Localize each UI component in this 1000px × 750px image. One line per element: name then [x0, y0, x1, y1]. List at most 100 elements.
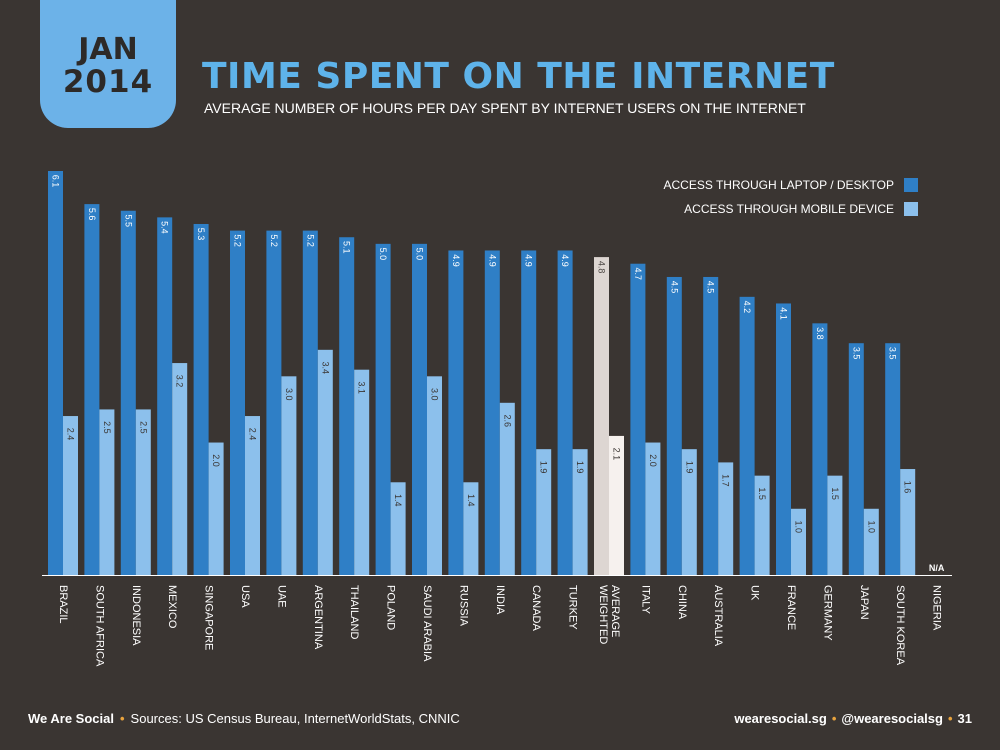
category-label-south-africa: SOUTH AFRICA — [93, 585, 105, 667]
bar-desktop-indonesia — [120, 210, 136, 575]
category-label-text-italy: ITALY — [639, 585, 651, 615]
category-label-text-russia: RUSSIA — [457, 585, 469, 627]
category-label-text-turkey: TURKEY — [567, 585, 579, 630]
bar-desktop-south-korea — [885, 343, 901, 575]
category-label-saudi-arabia: SAUDI ARABIA — [421, 585, 433, 662]
category-label-singapore: SINGAPORE — [203, 585, 215, 650]
category-label-china: CHINA — [676, 585, 688, 620]
bar-desktop-canada — [521, 250, 537, 575]
footer-separator-dot: • — [947, 711, 953, 726]
legend-swatch-mobile — [904, 201, 918, 216]
value-label-desktop-singapore: 5.3 — [196, 228, 206, 241]
bar-mobile-uk — [754, 475, 770, 575]
category-label-australia: AUSTRALIA — [712, 585, 724, 647]
value-label-mobile-usa: 2.4 — [248, 428, 258, 441]
bar-mobile-canada — [536, 449, 552, 575]
value-label-desktop-south-africa: 5.6 — [87, 208, 97, 221]
footer-sources: Sources: US Census Bureau, InternetWorld… — [130, 711, 460, 726]
category-label-uae: UAE — [275, 585, 287, 608]
category-label-argentina: ARGENTINA — [312, 585, 324, 650]
value-label-mobile-poland: 1.4 — [393, 494, 403, 507]
bar-desktop-south-africa — [84, 204, 100, 576]
category-label-mexico: MEXICO — [166, 585, 178, 629]
value-label-desktop-saudi-arabia: 5.0 — [415, 248, 425, 261]
legend-label-desktop: ACCESS THROUGH LAPTOP / DESKTOP — [663, 177, 894, 192]
category-label-text-japan: JAPAN — [858, 585, 870, 620]
category-label-text-china: CHINA — [676, 585, 688, 620]
value-label-mobile-south-africa: 2.5 — [102, 421, 112, 434]
value-label-desktop-russia: 4.9 — [451, 254, 461, 267]
bar-mobile-indonesia — [135, 409, 151, 575]
category-label-text-indonesia: INDONESIA — [130, 585, 142, 646]
bar-mobile-france — [791, 508, 806, 575]
badge-year: 2014 — [62, 64, 154, 100]
value-label-mobile-australia: 1.7 — [721, 474, 731, 487]
category-label-text-mexico: MEXICO — [166, 585, 178, 629]
bar-desktop-argentina — [302, 230, 318, 575]
footer-page-number: 31 — [957, 711, 972, 726]
footer-handle: @wearesocialsg — [841, 711, 943, 726]
bar-mobile-saudi-arabia — [427, 376, 442, 575]
bar-mobile-thailand — [354, 369, 370, 575]
category-label-text-argentina: ARGENTINA — [312, 585, 324, 650]
bar-desktop-japan — [848, 343, 864, 575]
category-label-text-south-africa: SOUTH AFRICA — [93, 585, 105, 667]
value-label-desktop-poland: 5.0 — [378, 248, 388, 261]
bar-desktop-brazil — [48, 171, 63, 575]
category-label-text-weighted-average: WEIGHTED — [597, 585, 609, 644]
bar-desktop-france — [776, 303, 791, 575]
value-label-mobile-south-korea: 1.6 — [903, 481, 913, 494]
value-label-desktop-japan: 3.5 — [851, 347, 861, 360]
category-label-germany: GERMANY — [821, 585, 833, 641]
category-label-brazil: BRAZIL — [57, 585, 69, 624]
category-label-usa: USA — [239, 585, 251, 608]
value-label-desktop-usa: 5.2 — [233, 234, 243, 247]
category-label-turkey: TURKEY — [567, 585, 579, 630]
value-label-desktop-thailand: 5.1 — [342, 241, 352, 254]
value-label-mobile-brazil: 2.4 — [66, 428, 76, 441]
category-label-text-france: FRANCE — [785, 585, 797, 630]
value-label-mobile-indonesia: 2.5 — [138, 421, 148, 434]
value-label-desktop-china: 4.5 — [669, 281, 679, 294]
bar-desktop-singapore — [193, 223, 209, 575]
bar-desktop-usa — [230, 230, 245, 575]
date-badge: JAN 2014 — [40, 0, 176, 128]
bar-desktop-saudi-arabia — [412, 243, 427, 575]
value-label-mobile-uae: 3.0 — [284, 388, 294, 401]
category-label-text-weighted-average: AVERAGE — [609, 585, 621, 637]
value-label-desktop-india: 4.9 — [487, 254, 497, 267]
bar-mobile-south-korea — [900, 469, 916, 575]
category-label-text-india: INDIA — [494, 585, 506, 615]
footer-site: wearesocial.sg — [734, 711, 827, 726]
page-title: TIME SPENT ON THE INTERNET — [202, 56, 835, 97]
bar-mobile-china — [681, 449, 697, 575]
category-label-thailand: THAILAND — [348, 585, 360, 639]
value-label-desktop-germany: 3.8 — [815, 327, 825, 340]
value-label-mobile-mexico: 3.2 — [175, 375, 185, 388]
category-label-text-usa: USA — [239, 585, 251, 608]
category-label-text-uae: UAE — [275, 585, 287, 608]
bar-mobile-uae — [281, 376, 297, 575]
value-label-desktop-brazil: 6.1 — [51, 175, 61, 188]
badge-month: JAN — [78, 32, 138, 67]
value-label-mobile-china: 1.9 — [684, 461, 694, 474]
value-label-mobile-canada: 1.9 — [539, 461, 549, 474]
value-label-desktop-weighted-average: 4.8 — [597, 261, 607, 274]
bar-desktop-italy — [630, 263, 646, 575]
bar-mobile-brazil — [63, 416, 78, 575]
chart-legend: ACCESS THROUGH LAPTOP / DESKTOP ACCESS T… — [663, 176, 918, 224]
bar-mobile-mexico — [172, 363, 188, 575]
bar-mobile-germany — [827, 475, 843, 575]
value-label-desktop-uae: 5.2 — [269, 234, 279, 247]
footer-brand: We Are Social — [28, 711, 114, 726]
category-label-india: INDIA — [494, 585, 506, 615]
category-label-text-brazil: BRAZIL — [57, 585, 69, 624]
bar-mobile-india — [499, 402, 515, 575]
bar-desktop-uk — [739, 296, 755, 575]
value-label-desktop-turkey: 4.9 — [560, 254, 570, 267]
bar-mobile-weighted-average — [609, 435, 624, 575]
value-label-mobile-saudi-arabia: 3.0 — [430, 388, 440, 401]
value-label-desktop-mexico: 5.4 — [160, 221, 170, 234]
category-label-text-saudi-arabia: SAUDI ARABIA — [421, 585, 433, 662]
